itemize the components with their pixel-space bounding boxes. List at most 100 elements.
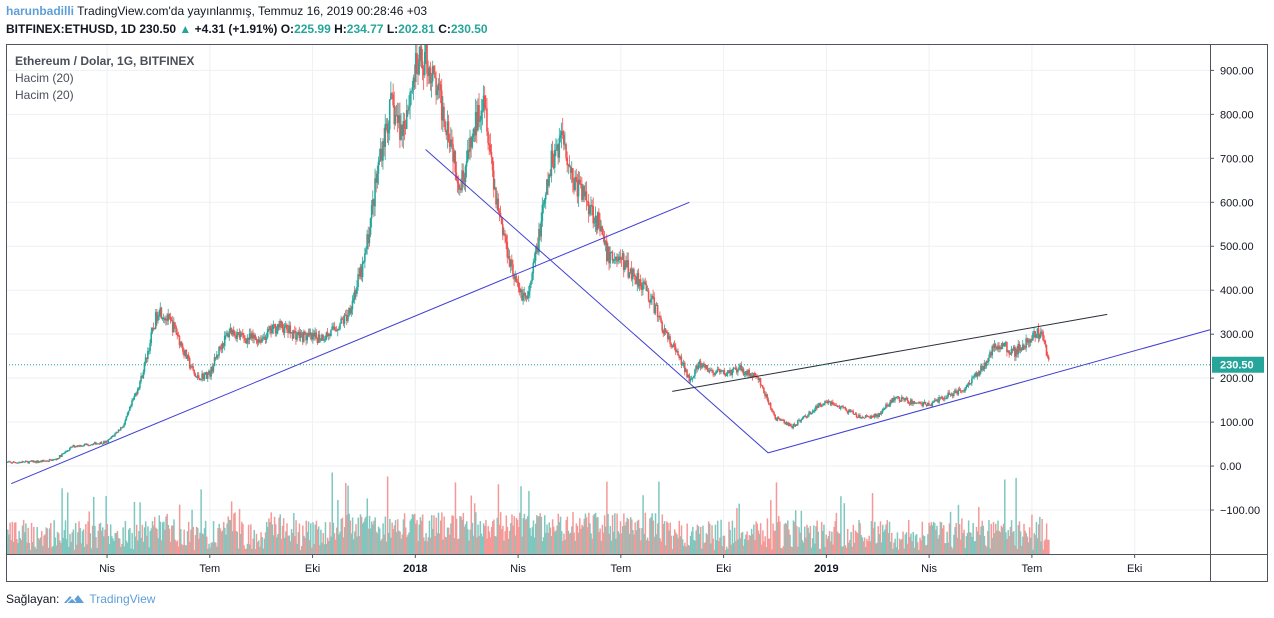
- volume-bar: [255, 533, 258, 554]
- candle-body: [716, 369, 719, 373]
- volume-bar: [982, 525, 985, 554]
- candle-body: [417, 64, 419, 75]
- candle-body: [251, 333, 253, 339]
- author-name[interactable]: harunbadilli: [6, 4, 75, 18]
- candle-body: [650, 298, 652, 303]
- volume-bar: [710, 543, 712, 554]
- candle-body: [83, 444, 86, 446]
- volume-bar: [846, 529, 849, 554]
- volume-bar: [576, 526, 579, 554]
- candle-body: [270, 326, 272, 334]
- volume-bar: [618, 533, 621, 554]
- volume-bar: [749, 535, 752, 554]
- volume-bar: [303, 535, 305, 554]
- candle-body: [906, 397, 909, 402]
- volume-bar: [182, 545, 184, 554]
- candle-body: [57, 458, 60, 460]
- change-value: +4.31 (+1.91%): [194, 22, 278, 36]
- volume-bar: [338, 534, 340, 554]
- candle-body: [917, 401, 920, 403]
- tradingview-brand-link[interactable]: TradingView: [89, 592, 156, 606]
- candle-body: [91, 444, 94, 446]
- candle-body: [785, 422, 788, 425]
- candle-body: [143, 362, 146, 373]
- candle-body: [865, 415, 868, 417]
- volume-bar: [543, 515, 546, 554]
- legend-indicator-volume-1[interactable]: Hacim (20): [15, 71, 74, 85]
- volume-bar: [605, 526, 607, 554]
- candle-body: [481, 110, 484, 112]
- candle-body: [616, 256, 618, 262]
- candle-body: [714, 373, 717, 375]
- candle-body: [154, 312, 157, 329]
- candle-body: [555, 149, 557, 151]
- volume-bar: [855, 532, 858, 554]
- candle-body: [687, 374, 689, 378]
- candle-body: [370, 205, 373, 219]
- candle-body: [685, 369, 687, 373]
- volume-bar: [493, 519, 495, 554]
- volume-bar: [151, 521, 154, 554]
- candle-body: [379, 148, 382, 161]
- volume-bar: [841, 546, 843, 554]
- volume-bar: [177, 546, 180, 554]
- legend-title[interactable]: Ethereum / Dolar, 1G, BITFINEX: [15, 54, 195, 68]
- volume-bar: [773, 530, 775, 554]
- candle-body: [988, 357, 990, 362]
- volume-bar: [454, 482, 457, 554]
- volume-bar: [68, 546, 70, 554]
- volume-bar: [232, 531, 234, 554]
- volume-bar: [494, 536, 496, 554]
- legend-indicator-volume-2[interactable]: Hacim (20): [15, 88, 74, 102]
- volume-bar: [391, 522, 393, 554]
- volume-bar: [902, 531, 904, 554]
- volume-bar: [291, 532, 294, 554]
- candle-body: [786, 422, 789, 425]
- volume-bar: [819, 548, 822, 554]
- candle-body: [371, 199, 374, 206]
- volume-bar: [324, 522, 327, 554]
- candle-body: [693, 375, 695, 378]
- candle-body: [1028, 340, 1031, 343]
- candle-body: [639, 279, 642, 286]
- volume-bar: [152, 525, 155, 554]
- volume-bar: [970, 532, 972, 554]
- volume-bar: [463, 526, 466, 554]
- volume-bar: [427, 537, 430, 554]
- candle-body: [35, 461, 37, 463]
- volume-bar: [241, 521, 243, 554]
- volume-bar: [426, 541, 428, 554]
- volume-bar: [66, 492, 69, 554]
- chart-area[interactable]: 900.00 800.00 700.00 600.00 500.00 400.00 300.…: [3, 30, 1268, 582]
- volume-bar: [271, 524, 274, 554]
- candle-body: [209, 370, 211, 377]
- volume-bar: [475, 512, 477, 554]
- candle-body: [70, 446, 72, 448]
- volume-bar: [187, 521, 190, 554]
- candle-body: [147, 351, 149, 360]
- candle-body: [948, 392, 951, 395]
- volume-bar: [316, 529, 319, 554]
- candle-body: [812, 411, 815, 413]
- candle-body: [962, 390, 964, 392]
- candle-body: [453, 151, 455, 162]
- volume-bar: [209, 547, 211, 554]
- volume-bar: [936, 525, 938, 554]
- volume-bar: [730, 544, 733, 554]
- tradingview-logo-icon[interactable]: [63, 593, 85, 605]
- candle-body: [877, 414, 879, 417]
- volume-bar: [31, 542, 34, 554]
- volume-bar: [965, 536, 968, 554]
- volume-bar: [436, 533, 439, 554]
- volume-bar: [87, 521, 89, 554]
- candle-body: [431, 66, 434, 82]
- candle-body: [931, 402, 934, 407]
- candle-body: [908, 403, 911, 405]
- candle-body: [365, 249, 367, 254]
- candle-body: [265, 337, 268, 340]
- volume-bar: [106, 524, 109, 554]
- price-chart[interactable]: 900.00800.00700.00600.00500.00400.00300.…: [3, 30, 1268, 582]
- candle-body: [926, 402, 929, 407]
- candle-body: [121, 427, 123, 429]
- volume-bar: [1014, 545, 1016, 554]
